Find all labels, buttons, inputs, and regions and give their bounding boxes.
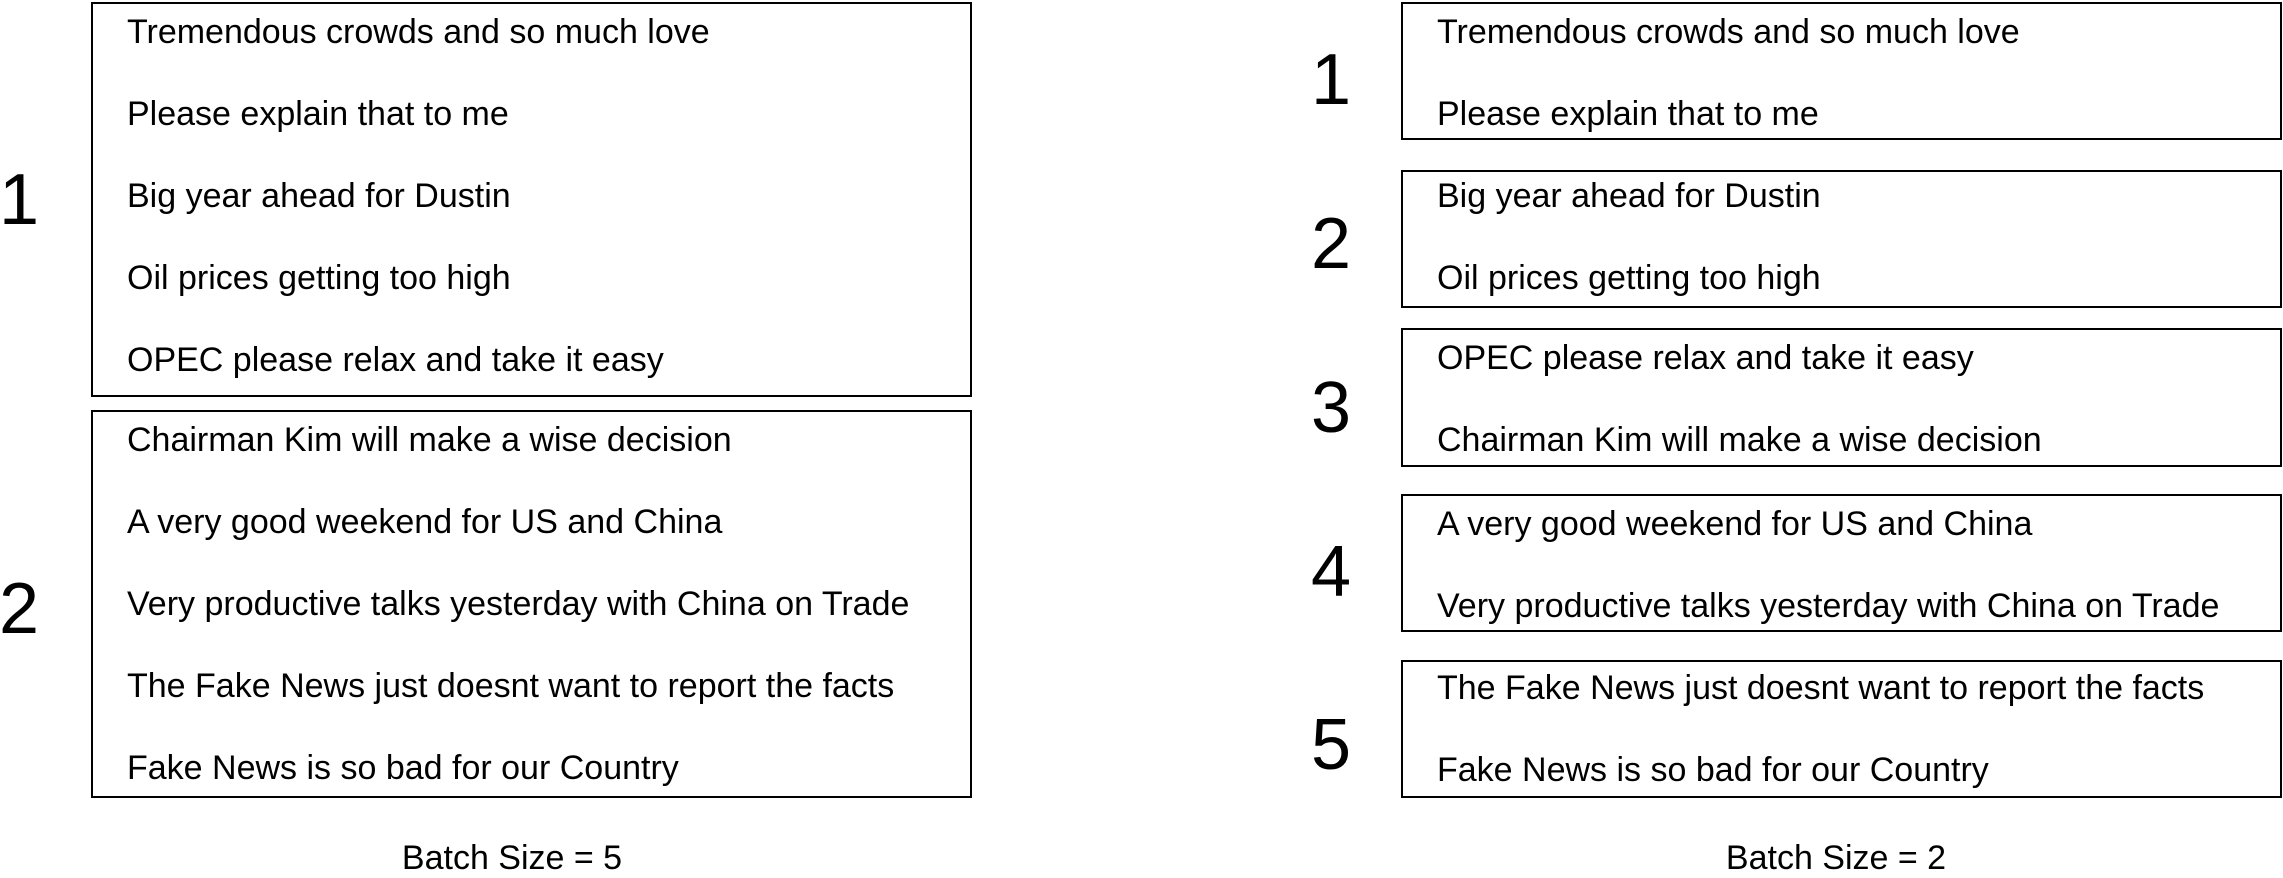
batch-number: 1 bbox=[1310, 40, 1352, 120]
sentence: OPEC please relax and take it easy bbox=[127, 341, 664, 379]
sentence: Please explain that to me bbox=[127, 95, 509, 133]
sentence: Fake News is so bad for our Country bbox=[1437, 751, 1989, 789]
batch-number: 3 bbox=[1310, 368, 1352, 448]
batch-box: Big year ahead for Dustin Oil prices get… bbox=[1401, 170, 2282, 308]
sentence: A very good weekend for US and China bbox=[1437, 505, 2033, 543]
sentence: Very productive talks yesterday with Chi… bbox=[1437, 587, 2220, 625]
sentence: Chairman Kim will make a wise decision bbox=[127, 421, 732, 459]
batch-box: The Fake News just doesnt want to report… bbox=[1401, 660, 2282, 798]
sentence: Fake News is so bad for our Country bbox=[127, 749, 679, 787]
sentence: Very productive talks yesterday with Chi… bbox=[127, 585, 910, 623]
sentence: Tremendous crowds and so much love bbox=[127, 13, 710, 51]
sentence: The Fake News just doesnt want to report… bbox=[127, 667, 895, 705]
batch-number: 4 bbox=[1310, 532, 1352, 612]
batch-number: 1 bbox=[0, 160, 40, 240]
sentence: OPEC please relax and take it easy bbox=[1437, 339, 1974, 377]
sentence: Chairman Kim will make a wise decision bbox=[1437, 421, 2042, 459]
batch-number: 2 bbox=[0, 569, 40, 649]
batch-box: OPEC please relax and take it easy Chair… bbox=[1401, 328, 2282, 467]
batch-box: Tremendous crowds and so much love Pleas… bbox=[91, 2, 972, 397]
batch-box: Chairman Kim will make a wise decision A… bbox=[91, 410, 972, 798]
sentence: Oil prices getting too high bbox=[127, 259, 511, 297]
sentence: The Fake News just doesnt want to report… bbox=[1437, 669, 2205, 707]
sentence: A very good weekend for US and China bbox=[127, 503, 723, 541]
batch-size-caption: Batch Size = 2 bbox=[1725, 839, 1947, 877]
batch-number: 2 bbox=[1310, 204, 1352, 284]
batch-number: 5 bbox=[1310, 705, 1352, 785]
sentence: Tremendous crowds and so much love bbox=[1437, 13, 2020, 51]
batch-box: A very good weekend for US and China Ver… bbox=[1401, 494, 2282, 632]
batch-size-caption: Batch Size = 5 bbox=[401, 839, 623, 877]
sentence: Big year ahead for Dustin bbox=[127, 177, 511, 215]
sentence: Oil prices getting too high bbox=[1437, 259, 1821, 297]
sentence: Please explain that to me bbox=[1437, 95, 1819, 133]
sentence: Big year ahead for Dustin bbox=[1437, 177, 1821, 215]
batch-box: Tremendous crowds and so much love Pleas… bbox=[1401, 2, 2282, 140]
